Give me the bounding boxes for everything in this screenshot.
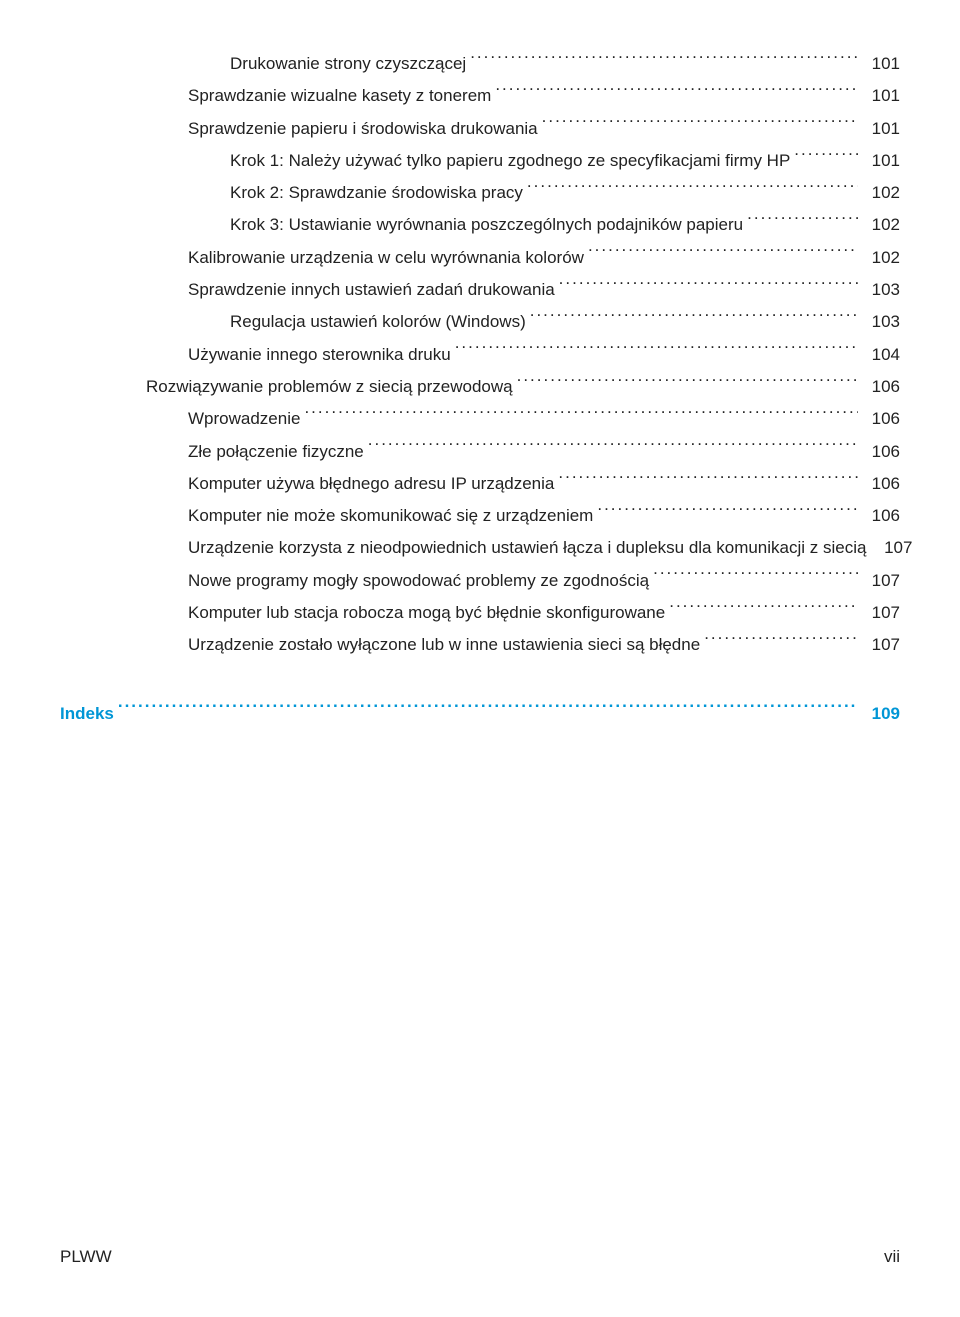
toc-entry[interactable]: Kalibrowanie urządzenia w celu wyrównani… (60, 242, 900, 274)
toc-label: Używanie innego sterownika druku (188, 339, 451, 371)
toc-label: Indeks (60, 698, 114, 730)
toc-leader-dots (304, 407, 858, 424)
toc-entry[interactable]: Krok 3: Ustawianie wyrównania poszczegól… (60, 209, 900, 241)
toc-page-number: 102 (862, 177, 900, 209)
toc-label: Krok 2: Sprawdzanie środowiska pracy (230, 177, 523, 209)
toc-page-number: 106 (862, 436, 900, 468)
toc-page-number: 101 (862, 80, 900, 112)
toc-page-number: 103 (862, 306, 900, 338)
toc-page-number: 101 (862, 48, 900, 80)
toc-leader-dots (597, 504, 858, 521)
toc-entry[interactable]: Sprawdzenie innych ustawień zadań drukow… (60, 274, 900, 306)
toc-leader-dots (588, 246, 858, 263)
toc-page-number: 104 (862, 339, 900, 371)
toc-label: Złe połączenie fizyczne (188, 436, 364, 468)
toc-label: Komputer lub stacja robocza mogą być błę… (188, 597, 665, 629)
toc-label: Sprawdzenie papieru i środowiska drukowa… (188, 113, 538, 145)
toc-entry[interactable]: Urządzenie korzysta z nieodpowiednich us… (60, 532, 900, 564)
toc-label: Regulacja ustawień kolorów (Windows) (230, 306, 526, 338)
toc-leader-dots (653, 569, 858, 586)
toc-entry[interactable]: Krok 1: Należy używać tylko papieru zgod… (60, 145, 900, 177)
toc-page-number: 101 (862, 113, 900, 145)
toc-label: Rozwiązywanie problemów z siecią przewod… (146, 371, 513, 403)
toc-label: Komputer nie może skomunikować się z urz… (188, 500, 593, 532)
toc-label: Nowe programy mogły spowodować problemy … (188, 565, 649, 597)
toc-entry[interactable]: Komputer używa błędnego adresu IP urządz… (60, 468, 900, 500)
toc-entry[interactable]: Używanie innego sterownika druku 104 (60, 339, 900, 371)
toc-leader-dots (368, 440, 858, 457)
toc-label: Urządzenie korzysta z nieodpowiednich us… (188, 532, 866, 564)
toc-entry[interactable]: Rozwiązywanie problemów z siecią przewod… (60, 371, 900, 403)
toc-page-number: 107 (874, 532, 912, 564)
toc-page-number: 106 (862, 403, 900, 435)
toc-label: Komputer używa błędnego adresu IP urządz… (188, 468, 554, 500)
toc-entry-index[interactable]: Indeks 109 (60, 698, 900, 730)
toc-leader-dots (455, 343, 858, 360)
toc-label: Wprowadzenie (188, 403, 300, 435)
toc-entry[interactable]: Sprawdzenie papieru i środowiska drukowa… (60, 113, 900, 145)
toc-page-number: 102 (862, 209, 900, 241)
toc-leader-dots (542, 117, 858, 134)
index-section: Indeks 109 (60, 698, 900, 730)
toc-entry[interactable]: Krok 2: Sprawdzanie środowiska pracy 102 (60, 177, 900, 209)
toc-page-number: 109 (862, 698, 900, 730)
footer-right: vii (884, 1247, 900, 1267)
toc-leader-dots (747, 213, 858, 230)
toc-list: Drukowanie strony czyszczącej101Sprawdza… (60, 48, 900, 662)
toc-label: Sprawdzanie wizualne kasety z tonerem (188, 80, 491, 112)
toc-entry[interactable]: Nowe programy mogły spowodować problemy … (60, 565, 900, 597)
toc-leader-dots (704, 633, 858, 650)
page-footer: PLWW vii (60, 1247, 900, 1267)
toc-leader-dots (558, 472, 858, 489)
toc-page-number: 107 (862, 565, 900, 597)
toc-label: Krok 3: Ustawianie wyrównania poszczegól… (230, 209, 743, 241)
toc-page-number: 107 (862, 629, 900, 661)
toc-entry[interactable]: Regulacja ustawień kolorów (Windows) 103 (60, 306, 900, 338)
toc-entry[interactable]: Urządzenie zostało wyłączone lub w inne … (60, 629, 900, 661)
toc-label: Sprawdzenie innych ustawień zadań drukow… (188, 274, 555, 306)
toc-page-number: 106 (862, 371, 900, 403)
toc-label: Kalibrowanie urządzenia w celu wyrównani… (188, 242, 584, 274)
toc-leader-dots (794, 149, 858, 166)
toc-page: Drukowanie strony czyszczącej101Sprawdza… (0, 0, 960, 1317)
toc-entry[interactable]: Drukowanie strony czyszczącej 101 (60, 48, 900, 80)
toc-page-number: 107 (862, 597, 900, 629)
toc-page-number: 106 (862, 468, 900, 500)
toc-leader-dots (118, 702, 858, 719)
toc-entry[interactable]: Komputer lub stacja robocza mogą być błę… (60, 597, 900, 629)
toc-page-number: 102 (862, 242, 900, 274)
toc-entry[interactable]: Złe połączenie fizyczne 106 (60, 436, 900, 468)
toc-label: Drukowanie strony czyszczącej (230, 48, 466, 80)
toc-entry[interactable]: Wprowadzenie 106 (60, 403, 900, 435)
toc-leader-dots (517, 375, 858, 392)
toc-leader-dots (470, 52, 858, 69)
toc-leader-dots (530, 310, 858, 327)
toc-page-number: 103 (862, 274, 900, 306)
toc-page-number: 101 (862, 145, 900, 177)
toc-leader-dots (559, 278, 858, 295)
toc-label: Urządzenie zostało wyłączone lub w inne … (188, 629, 700, 661)
toc-leader-dots (669, 601, 858, 618)
toc-label: Krok 1: Należy używać tylko papieru zgod… (230, 145, 790, 177)
toc-entry[interactable]: Komputer nie może skomunikować się z urz… (60, 500, 900, 532)
toc-leader-dots (495, 84, 858, 101)
toc-entry[interactable]: Sprawdzanie wizualne kasety z tonerem 101 (60, 80, 900, 112)
footer-left: PLWW (60, 1247, 112, 1267)
toc-page-number: 106 (862, 500, 900, 532)
toc-leader-dots (527, 181, 858, 198)
